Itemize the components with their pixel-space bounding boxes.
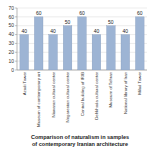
data-label: 50 [108, 19, 114, 25]
data-label: 40 [94, 28, 100, 34]
data-label: 40 [50, 28, 56, 34]
data-label: 60 [79, 10, 85, 16]
bar [107, 26, 116, 70]
y-axis [17, 8, 18, 70]
bar [92, 35, 101, 70]
bar [135, 17, 144, 70]
y-tick-label: 20 [8, 49, 14, 55]
grid-line [17, 8, 147, 9]
bar [34, 17, 43, 70]
y-tick-label: 10 [8, 58, 14, 64]
x-tick-label: Central building of IRIB [80, 72, 85, 116]
data-label: 50 [65, 19, 71, 25]
y-tick-label: 50 [8, 22, 14, 28]
y-tick-label: 0 [11, 67, 14, 73]
bar [49, 35, 58, 70]
y-tick-label: 60 [8, 14, 14, 20]
x-tick-label: Museum of contemporary art [36, 71, 41, 127]
x-tick-label: Niavaran cultural center [51, 71, 56, 117]
x-tick-label: National library of Iran [123, 71, 128, 114]
data-label: 40 [21, 28, 27, 34]
chart: 0 10 20 30 40 50 60 70 40 60 40 50 60 40 50 40 60 Azadi T… [0, 0, 150, 150]
data-label: 40 [123, 28, 129, 34]
x-tick-label: Milad Tower [137, 71, 142, 94]
bar [121, 35, 130, 70]
bars [20, 17, 144, 70]
bar [78, 17, 87, 70]
x-tick-label: Azadi Tower [22, 71, 27, 95]
bar [20, 35, 29, 70]
background [0, 0, 150, 150]
chart-container: 0 10 20 30 40 50 60 70 40 60 40 50 60 40 50 40 60 Azadi T… [0, 0, 150, 150]
chart-title: Comparison of naturalism in samplesof co… [31, 134, 129, 147]
x-tick-label: Dehkhoda cultural center [94, 71, 99, 119]
y-tick-label: 30 [8, 40, 14, 46]
bar [63, 26, 72, 70]
data-label: 60 [36, 10, 42, 16]
y-tick-label: 40 [8, 31, 14, 37]
x-tick-label: Museum of Tehran [108, 71, 113, 107]
x-tick-label: Negarestan cultural center [65, 71, 70, 122]
y-tick-label: 70 [8, 5, 14, 11]
data-label: 60 [137, 10, 143, 16]
